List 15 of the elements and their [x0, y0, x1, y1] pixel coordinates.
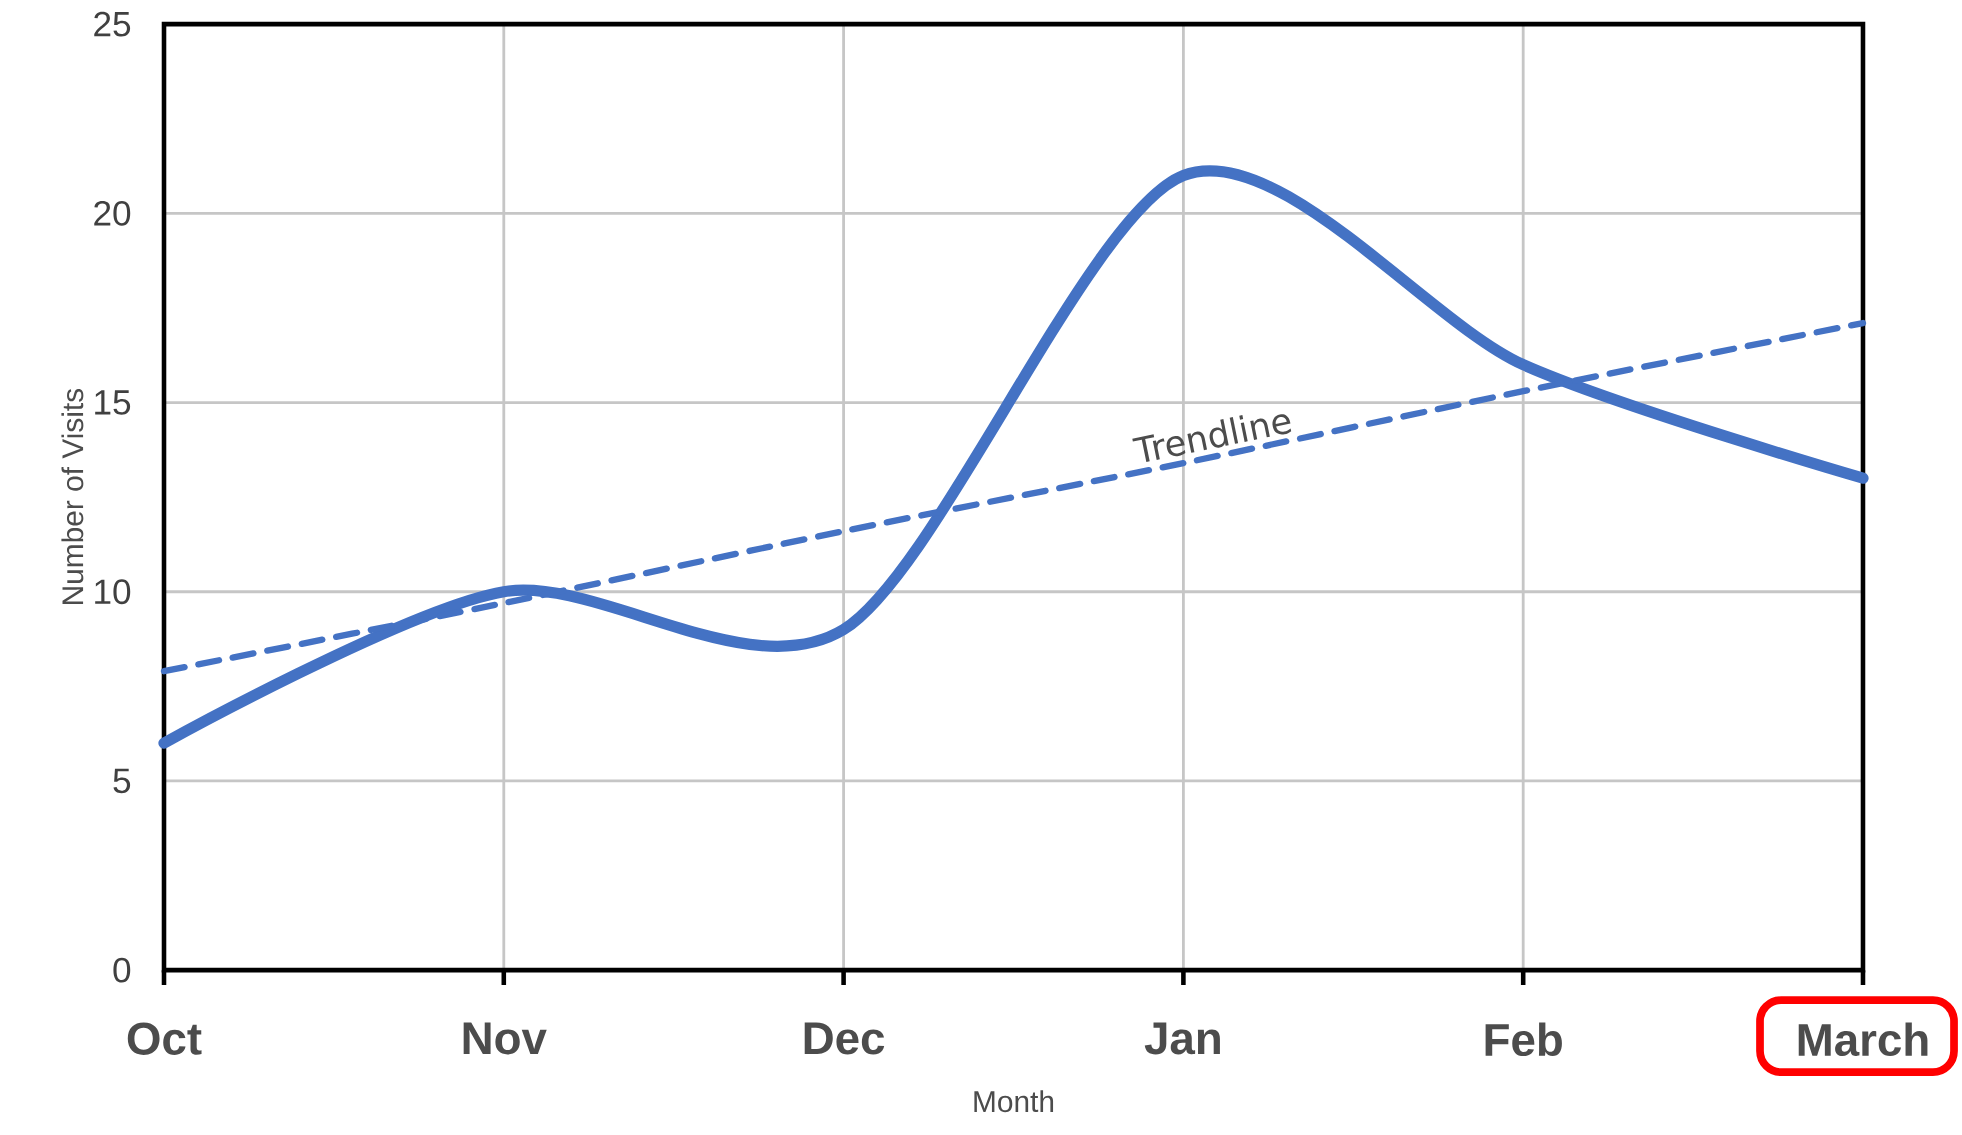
x-axis-title: Month: [974, 1090, 1054, 1113]
x-tick-label: Oct: [127, 1022, 202, 1055]
x-tick-label: March: [1798, 1022, 1928, 1057]
y-tick-label: 5: [113, 768, 131, 794]
text: Trendline: [1132, 414, 1292, 462]
y-tick-label: 10: [95, 579, 131, 605]
x-tick-label: Nov: [463, 1022, 547, 1055]
y-tick-label: 15: [95, 390, 131, 415]
x-tick-label: Dec: [804, 1022, 885, 1055]
y-tick-label: 0: [113, 957, 131, 983]
x-tick-label: Jan: [1144, 1022, 1220, 1055]
y-tick-label: 25: [94, 11, 131, 37]
y-axis-title: Number of Visits: [61, 388, 84, 604]
y-tick-label: 20: [94, 200, 131, 226]
x-tick-label: Feb: [1485, 1022, 1562, 1057]
